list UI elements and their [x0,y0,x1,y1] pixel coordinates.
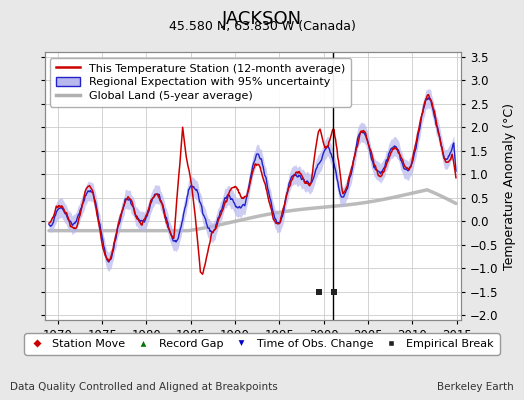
Legend: This Temperature Station (12-month average), Regional Expectation with 95% uncer: This Temperature Station (12-month avera… [50,58,351,107]
Text: 45.580 N, 63.830 W (Canada): 45.580 N, 63.830 W (Canada) [169,20,355,33]
Legend: Station Move, Record Gap, Time of Obs. Change, Empirical Break: Station Move, Record Gap, Time of Obs. C… [25,334,499,354]
Text: Data Quality Controlled and Aligned at Breakpoints: Data Quality Controlled and Aligned at B… [10,382,278,392]
Text: JACKSON: JACKSON [222,10,302,28]
Y-axis label: Temperature Anomaly (°C): Temperature Anomaly (°C) [503,102,516,270]
Text: Berkeley Earth: Berkeley Earth [437,382,514,392]
